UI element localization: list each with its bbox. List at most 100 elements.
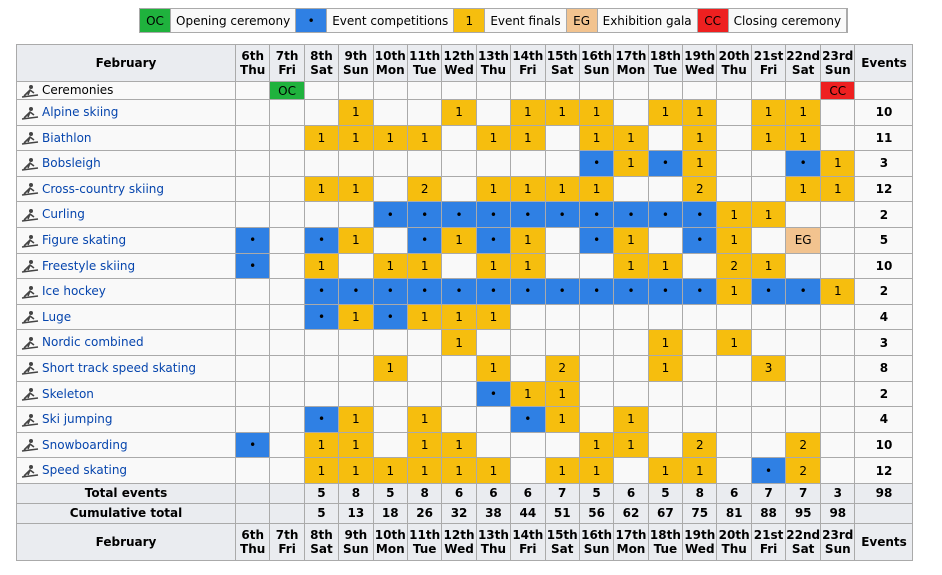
day-weekday: Sun (583, 63, 610, 77)
day-cell (716, 303, 752, 331)
day-cell: 2 (544, 354, 580, 382)
day-cell: 1 (338, 99, 374, 126)
day-header: 6th Thu (234, 522, 271, 561)
day-cell: 1 (441, 99, 477, 126)
cumulative-row: Cumulative total 5 13 18 26 32 38 44 51 56 62 67 75 8… (16, 502, 914, 524)
day-cell (234, 329, 271, 356)
day-cell (716, 175, 752, 203)
day-header: 12th Wed (441, 522, 477, 561)
day-header: 9th Sun (338, 522, 374, 561)
day-number: 10th (374, 49, 406, 63)
sport-name: Cross-country skiing (16, 175, 236, 203)
cumulative-value: 51 (544, 502, 580, 524)
sport-label: Bobsleigh (42, 156, 101, 171)
day-number: 8th (310, 49, 333, 63)
day-cell: 1 (406, 457, 443, 484)
cumulative-value: 98 (820, 502, 856, 524)
sport-label: Skeleton (42, 386, 94, 401)
day-header: 21st Fri (750, 44, 787, 82)
legend-label: Opening ceremony (171, 9, 297, 32)
day-cell (372, 329, 408, 356)
day-cell: 1 (820, 278, 856, 305)
cumulative-value: 38 (475, 502, 512, 524)
events-count: 2 (854, 278, 914, 305)
day-cell (578, 354, 615, 382)
day-number: 11th (409, 49, 441, 63)
day-cell: 1 (820, 175, 856, 203)
day-cell: 2 (785, 457, 822, 484)
day-cell: 1 (372, 457, 408, 484)
day-cell: • (303, 278, 340, 305)
day-cell (303, 329, 340, 356)
day-cell (647, 81, 684, 100)
day-cell: 1 (578, 431, 615, 459)
day-cell (820, 431, 856, 459)
day-cell (269, 124, 305, 152)
day-cell: 1 (441, 431, 477, 459)
day-cell: 1 (682, 99, 718, 126)
legend-item: CC Closing ceremony (697, 9, 848, 32)
day-cell (303, 81, 340, 100)
day-cell: 1 (544, 175, 580, 203)
day-cell: 1 (441, 303, 477, 331)
day-cell (820, 201, 856, 228)
day-cell (578, 380, 615, 408)
sport-label: Cross-country skiing (42, 181, 165, 196)
sport-name: Figure skating (16, 226, 236, 254)
day-number: 20th (718, 527, 750, 542)
day-cell (234, 278, 271, 305)
day-number: 15th (546, 527, 578, 542)
sport-row: Ski jumping • 1 1 • 1 1 4 (16, 406, 914, 433)
day-header: 11th Tue (406, 44, 443, 82)
day-cell (338, 150, 374, 177)
day-cell (820, 124, 856, 152)
cumulative-value (269, 502, 305, 524)
day-number: 14th (512, 49, 544, 63)
day-cell (785, 354, 822, 382)
total-value: 8 (406, 482, 443, 504)
day-cell (234, 354, 271, 382)
sport-label: Nordic combined (42, 335, 144, 350)
day-cell (682, 303, 718, 331)
day-cell: 1 (544, 99, 580, 126)
sport-row: Curling • • • • • • • • • • 1 1 2 (16, 201, 914, 228)
day-cell (441, 124, 477, 152)
day-cell: 1 (785, 124, 822, 152)
day-cell (372, 81, 408, 100)
cumulative-label: Cumulative total (16, 502, 236, 524)
day-header: 15th Sat (544, 44, 580, 82)
day-cell (785, 380, 822, 408)
sport-icon (21, 285, 39, 299)
day-cell (647, 303, 684, 331)
day-header: 10th Mon (372, 522, 408, 561)
events-count: 10 (854, 252, 914, 280)
sport-icon (21, 413, 39, 427)
day-cell (303, 354, 340, 382)
events-count: 3 (854, 150, 914, 177)
day-cell: 1 (578, 175, 615, 203)
day-number: 23rd (822, 49, 854, 63)
day-cell (475, 329, 512, 356)
day-cell: 1 (441, 226, 477, 254)
events-count: 12 (854, 175, 914, 203)
day-number: 13th (477, 49, 509, 63)
header-row: February 6th Thu 7th Fri 8th Sat 9th Sun 10th Mon 1… (16, 44, 914, 82)
day-cell (269, 175, 305, 203)
day-cell: • (510, 406, 546, 433)
day-number: 18th (649, 49, 681, 63)
day-number: 11th (409, 527, 441, 542)
day-cell (406, 354, 443, 382)
day-cell (475, 99, 512, 126)
day-cell (613, 175, 649, 203)
sport-icon (21, 106, 39, 120)
day-cell (716, 99, 752, 126)
day-header: 20th Thu (716, 522, 752, 561)
day-cell (682, 406, 718, 433)
day-header: 18th Tue (647, 522, 684, 561)
day-cell: 1 (613, 226, 649, 254)
day-cell (269, 329, 305, 356)
day-cell (647, 175, 684, 203)
day-cell: 1 (647, 329, 684, 356)
day-number: 16th (581, 527, 613, 542)
